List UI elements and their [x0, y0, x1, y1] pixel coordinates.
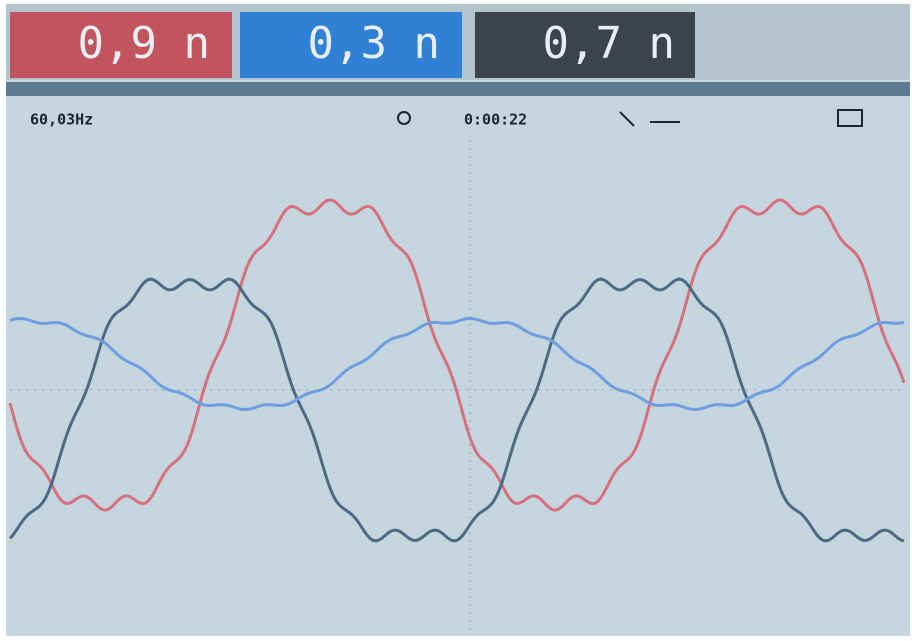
- reading-box-red: [10, 12, 232, 78]
- trigger-icon: [397, 111, 411, 125]
- reading-box-dark: [475, 12, 695, 78]
- reading-box-blue: [240, 12, 462, 78]
- reading-value: 0,7 n: [543, 18, 675, 69]
- reading-value: 0,3 n: [308, 18, 440, 69]
- waveform-blue: [9, 316, 905, 412]
- frequency: 60,03Hz: [30, 111, 93, 129]
- battery-icon: [837, 109, 863, 127]
- separator-band: [6, 82, 910, 96]
- waveform-red: [8, 198, 906, 512]
- waveform-dark: [8, 277, 905, 543]
- elapsed-time: 0:00:22: [464, 111, 527, 129]
- reading-value: 0,9 n: [78, 18, 210, 69]
- probe-icon: [619, 111, 680, 127]
